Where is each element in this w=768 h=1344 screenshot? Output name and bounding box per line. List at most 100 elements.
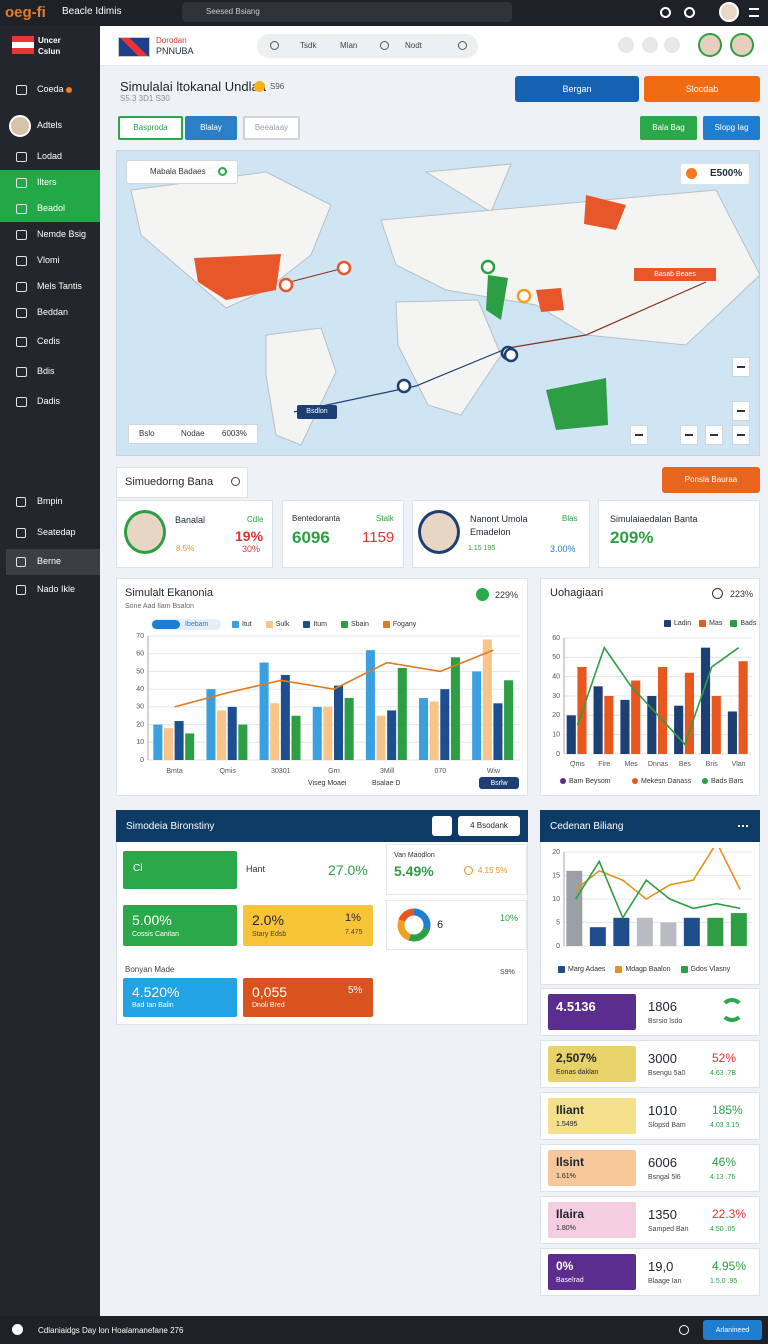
search-item[interactable]: Mlan [340, 41, 358, 50]
list-change: 185% [712, 1103, 743, 1117]
legend-item: Itut [242, 621, 252, 628]
bar [700, 647, 711, 754]
list-change: 22.3% [712, 1207, 747, 1221]
nav-item[interactable]: Seatedap [37, 527, 76, 537]
donut-label: 6 [437, 919, 444, 931]
bar [312, 706, 322, 760]
bar [163, 728, 173, 760]
search-icon[interactable] [231, 477, 240, 486]
nav-item[interactable]: Nemde Bsig [37, 229, 87, 239]
search-item[interactable]: Tsdk [300, 41, 317, 50]
y-tick-label: 20 [552, 712, 560, 719]
y-tick-label: 40 [136, 686, 144, 693]
tab-label[interactable]: Beealaay [254, 123, 289, 132]
section-button[interactable] [662, 467, 760, 493]
bar [206, 689, 216, 760]
card-sub: 1159 [362, 529, 395, 546]
card-name: Nanont Umola [470, 514, 528, 524]
nav-item[interactable]: Coeda [37, 84, 64, 94]
button-label[interactable]: Ponsla Bauraa [684, 475, 738, 484]
button-label[interactable]: Bergan [562, 84, 592, 94]
nav-item[interactable]: Vlomi [37, 255, 60, 265]
chart: 0 10 20 30 40 50 60 Qms Fire Mes Dnnas Bes Bris Vlan [552, 635, 752, 768]
action-button[interactable] [644, 76, 760, 102]
check-button[interactable] [432, 816, 452, 836]
button-label[interactable]: Arlanineed [715, 1327, 750, 1334]
search-item[interactable]: Nodt [405, 41, 422, 50]
nav-item[interactable]: Berne [37, 556, 62, 566]
footer-button[interactable] [703, 1320, 762, 1340]
y-tick-label: 10 [552, 732, 560, 739]
nav-item[interactable]: Lodad [37, 151, 63, 161]
nav-item[interactable]: Beadol [37, 203, 66, 213]
tile-sub: Stary Edsb [252, 931, 287, 938]
tab[interactable] [185, 116, 237, 140]
card-title: Simodeia Bironstiny [126, 821, 215, 832]
stats-button[interactable] [458, 816, 520, 836]
chart-header [540, 810, 760, 842]
map-pin [503, 347, 519, 363]
pin-label-box [297, 405, 337, 419]
nav-item[interactable]: Beddan [37, 307, 69, 317]
tile-sub: 1.80% [556, 1225, 576, 1232]
list-sub: Bsngal 5l6 [648, 1174, 681, 1181]
icon[interactable] [660, 7, 671, 18]
card-value: 19% [235, 528, 264, 544]
person-avatar [124, 510, 166, 554]
nav-item[interactable]: Cedis [37, 336, 61, 346]
route-label: Basab Beaes [654, 271, 696, 278]
tab-action[interactable] [703, 116, 760, 140]
tile-value: 5.49% [394, 863, 434, 879]
nav-item[interactable]: Adtels [37, 120, 63, 130]
tab-label[interactable]: Basproda [133, 123, 168, 132]
tab[interactable] [118, 116, 183, 140]
chart-note: Bads Bars [711, 778, 744, 785]
bar [397, 667, 407, 760]
nav-item[interactable]: Nado Ikle [37, 584, 76, 594]
footer-icon [679, 1325, 689, 1335]
nav-icon [16, 337, 27, 347]
nav-item[interactable]: Mels Tantis [37, 281, 82, 291]
button-label[interactable]: Bala Bag [652, 123, 685, 132]
nav-item[interactable]: Ilters [37, 177, 57, 187]
nav-item[interactable]: Dadis [37, 396, 61, 406]
page-title: Simulalai ltokanal Undlaa [120, 79, 266, 94]
bar [185, 733, 195, 760]
nav-item[interactable]: Bmpin [37, 496, 63, 506]
bar [647, 696, 657, 754]
button-label[interactable]: Slopg Iag [714, 123, 749, 132]
map-pin [396, 378, 412, 394]
search-box[interactable] [182, 2, 512, 22]
route [507, 281, 707, 349]
tab[interactable] [243, 116, 300, 140]
tile-value: 4.5136 [556, 999, 596, 1014]
legend-swatch [702, 778, 708, 784]
tile-value: 2.0% [252, 912, 284, 928]
header-search[interactable] [257, 34, 478, 58]
tile-sub: 7.475 [345, 929, 363, 936]
nav-item[interactable]: Bdis [37, 366, 55, 376]
x-tick-label: Wiw [487, 768, 501, 775]
nav-icon [16, 308, 27, 318]
bar [738, 661, 748, 754]
avatar [719, 2, 739, 22]
y-tick-label: 10 [552, 896, 560, 903]
tile-panel [386, 900, 527, 950]
bar [589, 927, 606, 946]
icon [642, 37, 658, 53]
bar [259, 662, 269, 760]
tab-action[interactable] [640, 116, 697, 140]
map-search-text[interactable]: Mabala Badaes [150, 167, 206, 176]
icon [664, 37, 680, 53]
bar [376, 715, 386, 760]
tab-label[interactable]: Blalay [200, 123, 222, 132]
button-label[interactable]: Slocdab [685, 84, 719, 94]
bar [387, 710, 397, 760]
action-button[interactable] [515, 76, 639, 102]
y-tick-label: 70 [136, 633, 144, 640]
line [576, 645, 740, 746]
button-label[interactable]: 4 Bsodank [470, 821, 508, 830]
icon[interactable] [684, 7, 695, 18]
x-tick-label: Bes [679, 761, 692, 768]
badge-dot [686, 168, 697, 179]
